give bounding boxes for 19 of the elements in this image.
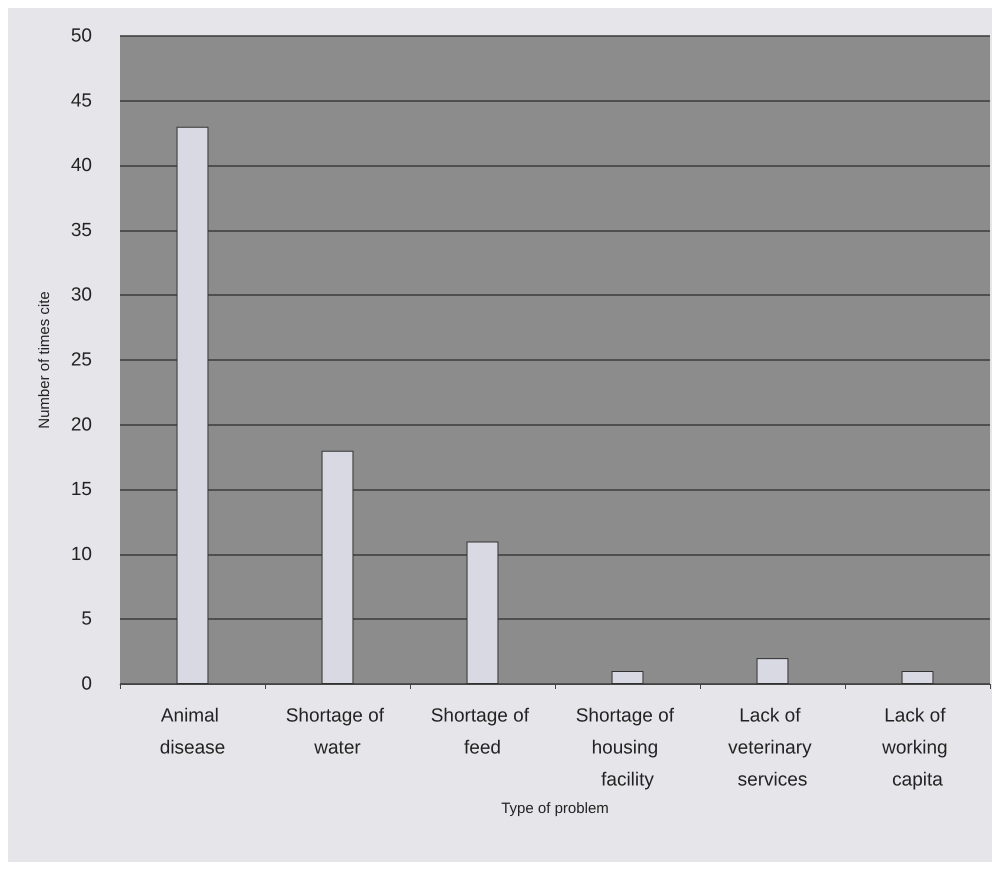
- y-tick-label: 30: [70, 284, 92, 306]
- x-tick-label: Shortage of housing facility: [576, 706, 680, 790]
- y-tick-label: 0: [81, 674, 92, 694]
- x-tick-label: Shortage of water: [286, 706, 390, 758]
- y-tick-label: 50: [70, 26, 92, 46]
- y-tick-label: 20: [70, 414, 92, 436]
- y-tick-label: 25: [70, 350, 92, 370]
- x-tick-label: Lack of veterinary services: [728, 706, 817, 790]
- y-tick-label: 15: [70, 479, 92, 500]
- y-axis-title: Number of times cite: [36, 291, 53, 429]
- x-axis-title: Type of problem: [501, 800, 609, 817]
- x-tick-label: Shortage of feed: [430, 706, 534, 758]
- y-tick-label: 45: [70, 90, 92, 112]
- y-tick-label: 35: [70, 220, 92, 241]
- y-tick-label: 10: [70, 544, 92, 565]
- x-tick-label: Lack of working capita: [881, 706, 953, 790]
- y-tick-label: 5: [81, 608, 92, 630]
- x-tick-label: Animal disease: [160, 706, 226, 758]
- y-tick-label: 40: [70, 155, 92, 176]
